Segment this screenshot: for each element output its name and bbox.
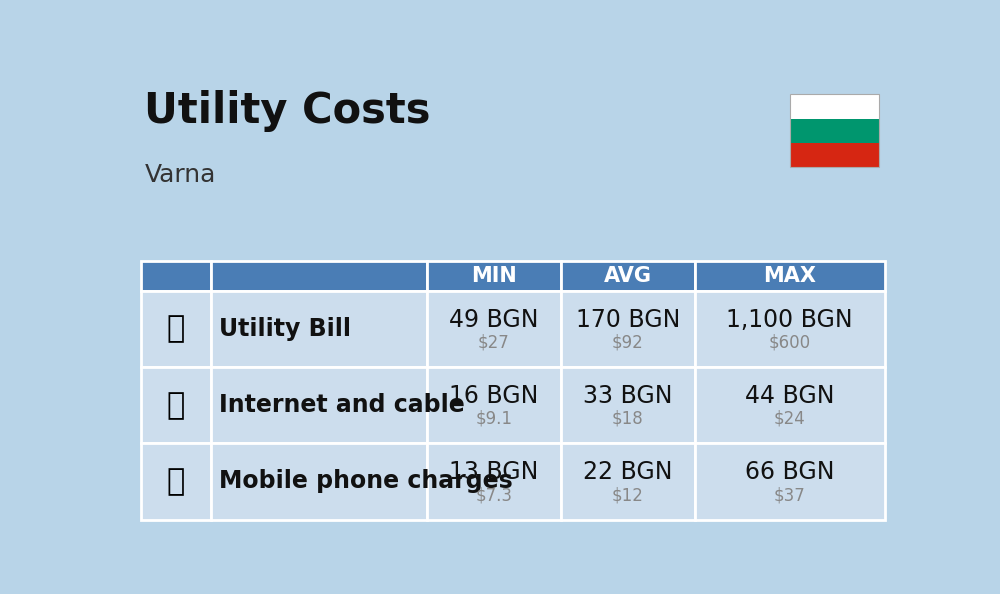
Text: 16 BGN: 16 BGN: [449, 384, 539, 408]
Text: MAX: MAX: [763, 266, 816, 286]
FancyBboxPatch shape: [790, 94, 879, 119]
Text: Varna: Varna: [144, 163, 216, 187]
FancyBboxPatch shape: [561, 367, 695, 443]
Text: Mobile phone charges: Mobile phone charges: [219, 469, 513, 494]
Text: $24: $24: [774, 410, 806, 428]
FancyBboxPatch shape: [790, 119, 879, 143]
Text: $9.1: $9.1: [475, 410, 512, 428]
FancyBboxPatch shape: [427, 261, 561, 291]
Text: $600: $600: [769, 334, 811, 352]
Text: 🔌: 🔌: [167, 314, 185, 343]
Text: $7.3: $7.3: [475, 486, 512, 504]
FancyBboxPatch shape: [790, 143, 879, 168]
Text: 22 BGN: 22 BGN: [583, 460, 673, 484]
Text: MIN: MIN: [471, 266, 517, 286]
FancyBboxPatch shape: [211, 291, 427, 367]
Text: 📱: 📱: [167, 467, 185, 496]
Text: 📡: 📡: [167, 391, 185, 420]
Text: $12: $12: [612, 486, 644, 504]
FancyBboxPatch shape: [427, 291, 561, 367]
Text: $18: $18: [612, 410, 644, 428]
FancyBboxPatch shape: [695, 261, 885, 291]
Text: $37: $37: [774, 486, 806, 504]
FancyBboxPatch shape: [140, 261, 211, 291]
FancyBboxPatch shape: [140, 291, 211, 367]
FancyBboxPatch shape: [561, 261, 695, 291]
FancyBboxPatch shape: [695, 443, 885, 520]
Text: $27: $27: [478, 334, 510, 352]
FancyBboxPatch shape: [140, 443, 211, 520]
Text: 44 BGN: 44 BGN: [745, 384, 834, 408]
FancyBboxPatch shape: [695, 291, 885, 367]
FancyBboxPatch shape: [695, 367, 885, 443]
Text: 49 BGN: 49 BGN: [449, 308, 539, 332]
FancyBboxPatch shape: [211, 367, 427, 443]
Text: 170 BGN: 170 BGN: [576, 308, 680, 332]
FancyBboxPatch shape: [561, 291, 695, 367]
Text: 1,100 BGN: 1,100 BGN: [726, 308, 853, 332]
FancyBboxPatch shape: [211, 261, 427, 291]
Text: 66 BGN: 66 BGN: [745, 460, 834, 484]
FancyBboxPatch shape: [427, 443, 561, 520]
FancyBboxPatch shape: [211, 443, 427, 520]
Text: AVG: AVG: [604, 266, 652, 286]
Text: Internet and cable: Internet and cable: [219, 393, 465, 417]
Text: 33 BGN: 33 BGN: [583, 384, 673, 408]
FancyBboxPatch shape: [427, 367, 561, 443]
Text: $92: $92: [612, 334, 644, 352]
Text: Utility Costs: Utility Costs: [144, 90, 431, 132]
FancyBboxPatch shape: [140, 367, 211, 443]
FancyBboxPatch shape: [561, 443, 695, 520]
Text: 13 BGN: 13 BGN: [449, 460, 539, 484]
Text: Utility Bill: Utility Bill: [219, 317, 351, 341]
